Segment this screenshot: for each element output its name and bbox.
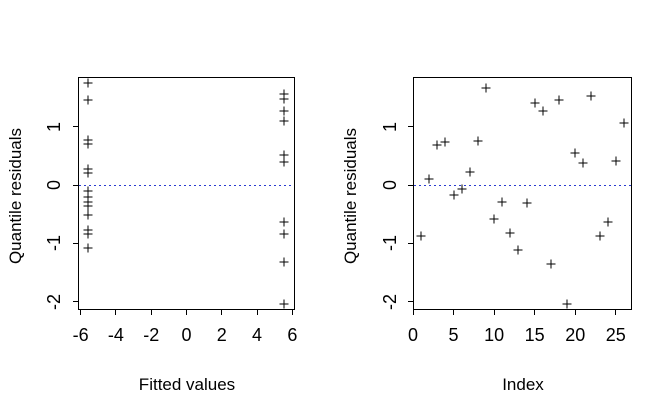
y-axis-tick [73,184,78,186]
data-point-plus [279,89,289,99]
x-axis-tick-label: 0 [407,325,419,345]
y-axis-tick [73,242,78,244]
data-point-plus [513,245,523,255]
y-axis-tick [408,126,413,128]
x-axis-tick-label: 10 [484,325,505,345]
data-point-plus [603,217,613,227]
data-point-plus [530,98,540,108]
data-point-plus [279,116,289,126]
data-point-plus [83,168,93,178]
data-point-plus [279,94,289,104]
data-point-plus [83,186,93,196]
y-axis-tick-label: 0 [44,180,64,191]
data-point-plus [554,95,564,105]
y-axis-tick [408,184,413,186]
x-axis-tick-label: 6 [287,325,298,345]
x-axis-tick-label: 15 [524,325,545,345]
data-point-plus [432,140,442,150]
x-axis-tick-label: 20 [565,325,586,345]
data-point-plus [489,214,499,224]
data-point-plus [83,201,93,211]
x-axis-tick-label: 5 [448,325,459,345]
data-point-plus [279,157,289,167]
x-axis-tick [291,310,293,315]
y-axis-tick-label: 0 [380,180,400,191]
data-point-plus [279,150,289,160]
data-point-plus [279,229,289,238]
data-point-plus [279,299,289,309]
left-x-axis-title: Fitted values [138,375,236,394]
y-axis-tick-label: 1 [380,121,400,132]
data-point-plus [611,156,621,166]
x-axis-tick [453,310,455,315]
x-axis-tick [115,310,117,315]
x-axis-tick-label: 0 [181,325,192,345]
right-x-axis-title: Index [502,375,544,394]
data-point-plus [83,229,93,239]
x-axis-tick [412,310,414,315]
y-axis-tick-label: -1 [380,235,400,252]
zero-reference-line [79,185,294,187]
data-point-plus [578,158,588,168]
data-point-plus [83,78,93,88]
x-axis-tick-label: 2 [216,325,227,345]
data-point-plus [83,192,93,202]
left-y-axis-title: Quantile residuals [6,127,25,265]
y-axis-tick [73,301,78,303]
data-point-plus [619,118,629,128]
x-axis-tick [150,310,152,315]
data-point-plus [481,83,491,92]
y-axis-tick-label: 1 [44,121,64,132]
x-axis-tick-label: -2 [143,325,160,345]
data-point-plus [473,136,483,146]
x-axis-tick-label: -6 [72,325,89,345]
y-axis-tick [408,301,413,303]
x-axis-tick-label: 4 [252,325,263,345]
data-point-plus [83,210,93,220]
data-point-plus [562,299,572,309]
zero-reference-line [414,185,631,187]
data-point-plus [457,184,467,194]
data-point-plus [522,198,532,208]
x-axis-tick-label: -4 [107,325,124,345]
data-point-plus [279,106,289,116]
data-point-plus [505,228,515,238]
data-point-plus [416,231,426,241]
right-y-axis-title: Quantile residuals [341,127,360,265]
data-point-plus [546,259,556,269]
data-point-plus [497,197,507,207]
x-axis-tick [493,310,495,315]
data-point-plus [424,174,434,184]
data-point-plus [465,167,475,177]
x-axis-tick [574,310,576,315]
data-point-plus [83,139,93,149]
data-point-plus [538,106,548,116]
y-axis-tick-label: -1 [44,235,64,252]
right-plot-area [413,77,632,310]
y-axis-tick [408,242,413,244]
x-axis-tick [615,310,617,315]
data-point-plus [83,95,93,105]
data-point-plus [586,91,596,101]
left-plot-area [78,77,295,310]
x-axis-tick [534,310,536,315]
data-point-plus [279,257,289,267]
data-point-plus [449,190,459,200]
data-point-plus [83,243,93,253]
data-point-plus [570,148,580,158]
y-axis-tick [73,126,78,128]
x-axis-tick [186,310,187,315]
data-point-plus [83,164,93,174]
data-point-plus [440,137,450,147]
x-axis-tick [80,310,82,315]
y-axis-tick-label: -2 [44,293,64,310]
x-axis-tick [221,310,223,315]
y-axis-tick-label: -2 [380,293,400,310]
x-axis-tick-label: 25 [605,325,626,345]
data-point-plus [279,217,289,227]
x-axis-tick [256,310,258,315]
data-point-plus [595,231,605,241]
